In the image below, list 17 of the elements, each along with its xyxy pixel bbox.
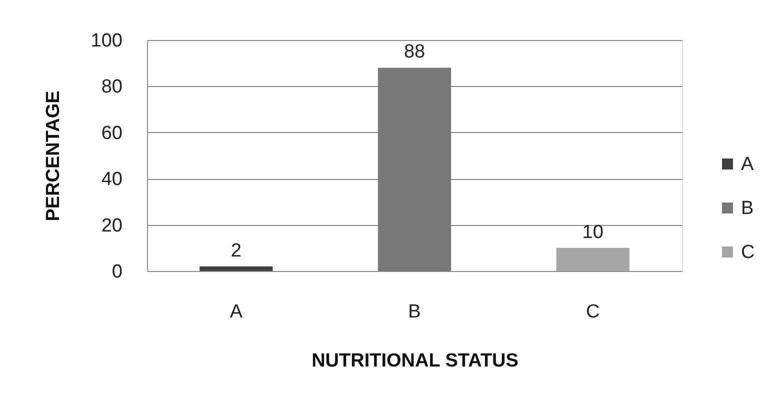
y-tick-label: 0 — [112, 262, 122, 282]
legend-label: C — [741, 242, 755, 263]
data-label: 10 — [582, 222, 604, 243]
legend-label: B — [741, 198, 754, 219]
y-tick-label: 60 — [101, 122, 122, 144]
y-tick-label: 80 — [101, 76, 122, 98]
y-axis-title: PERCENTAGE — [42, 90, 64, 222]
x-tick-label: A — [230, 302, 243, 322]
y-tick-label: 100 — [90, 30, 122, 52]
x-axis-title: NUTRITIONAL STATUS — [312, 350, 518, 372]
x-tick-label: C — [586, 302, 600, 322]
data-label: 2 — [230, 240, 242, 262]
y-tick-label: 40 — [101, 169, 122, 190]
x-tick-label: B — [408, 302, 421, 322]
y-tick-label: 20 — [101, 215, 122, 236]
data-label: 88 — [404, 42, 426, 63]
legend-label: A — [741, 154, 754, 175]
